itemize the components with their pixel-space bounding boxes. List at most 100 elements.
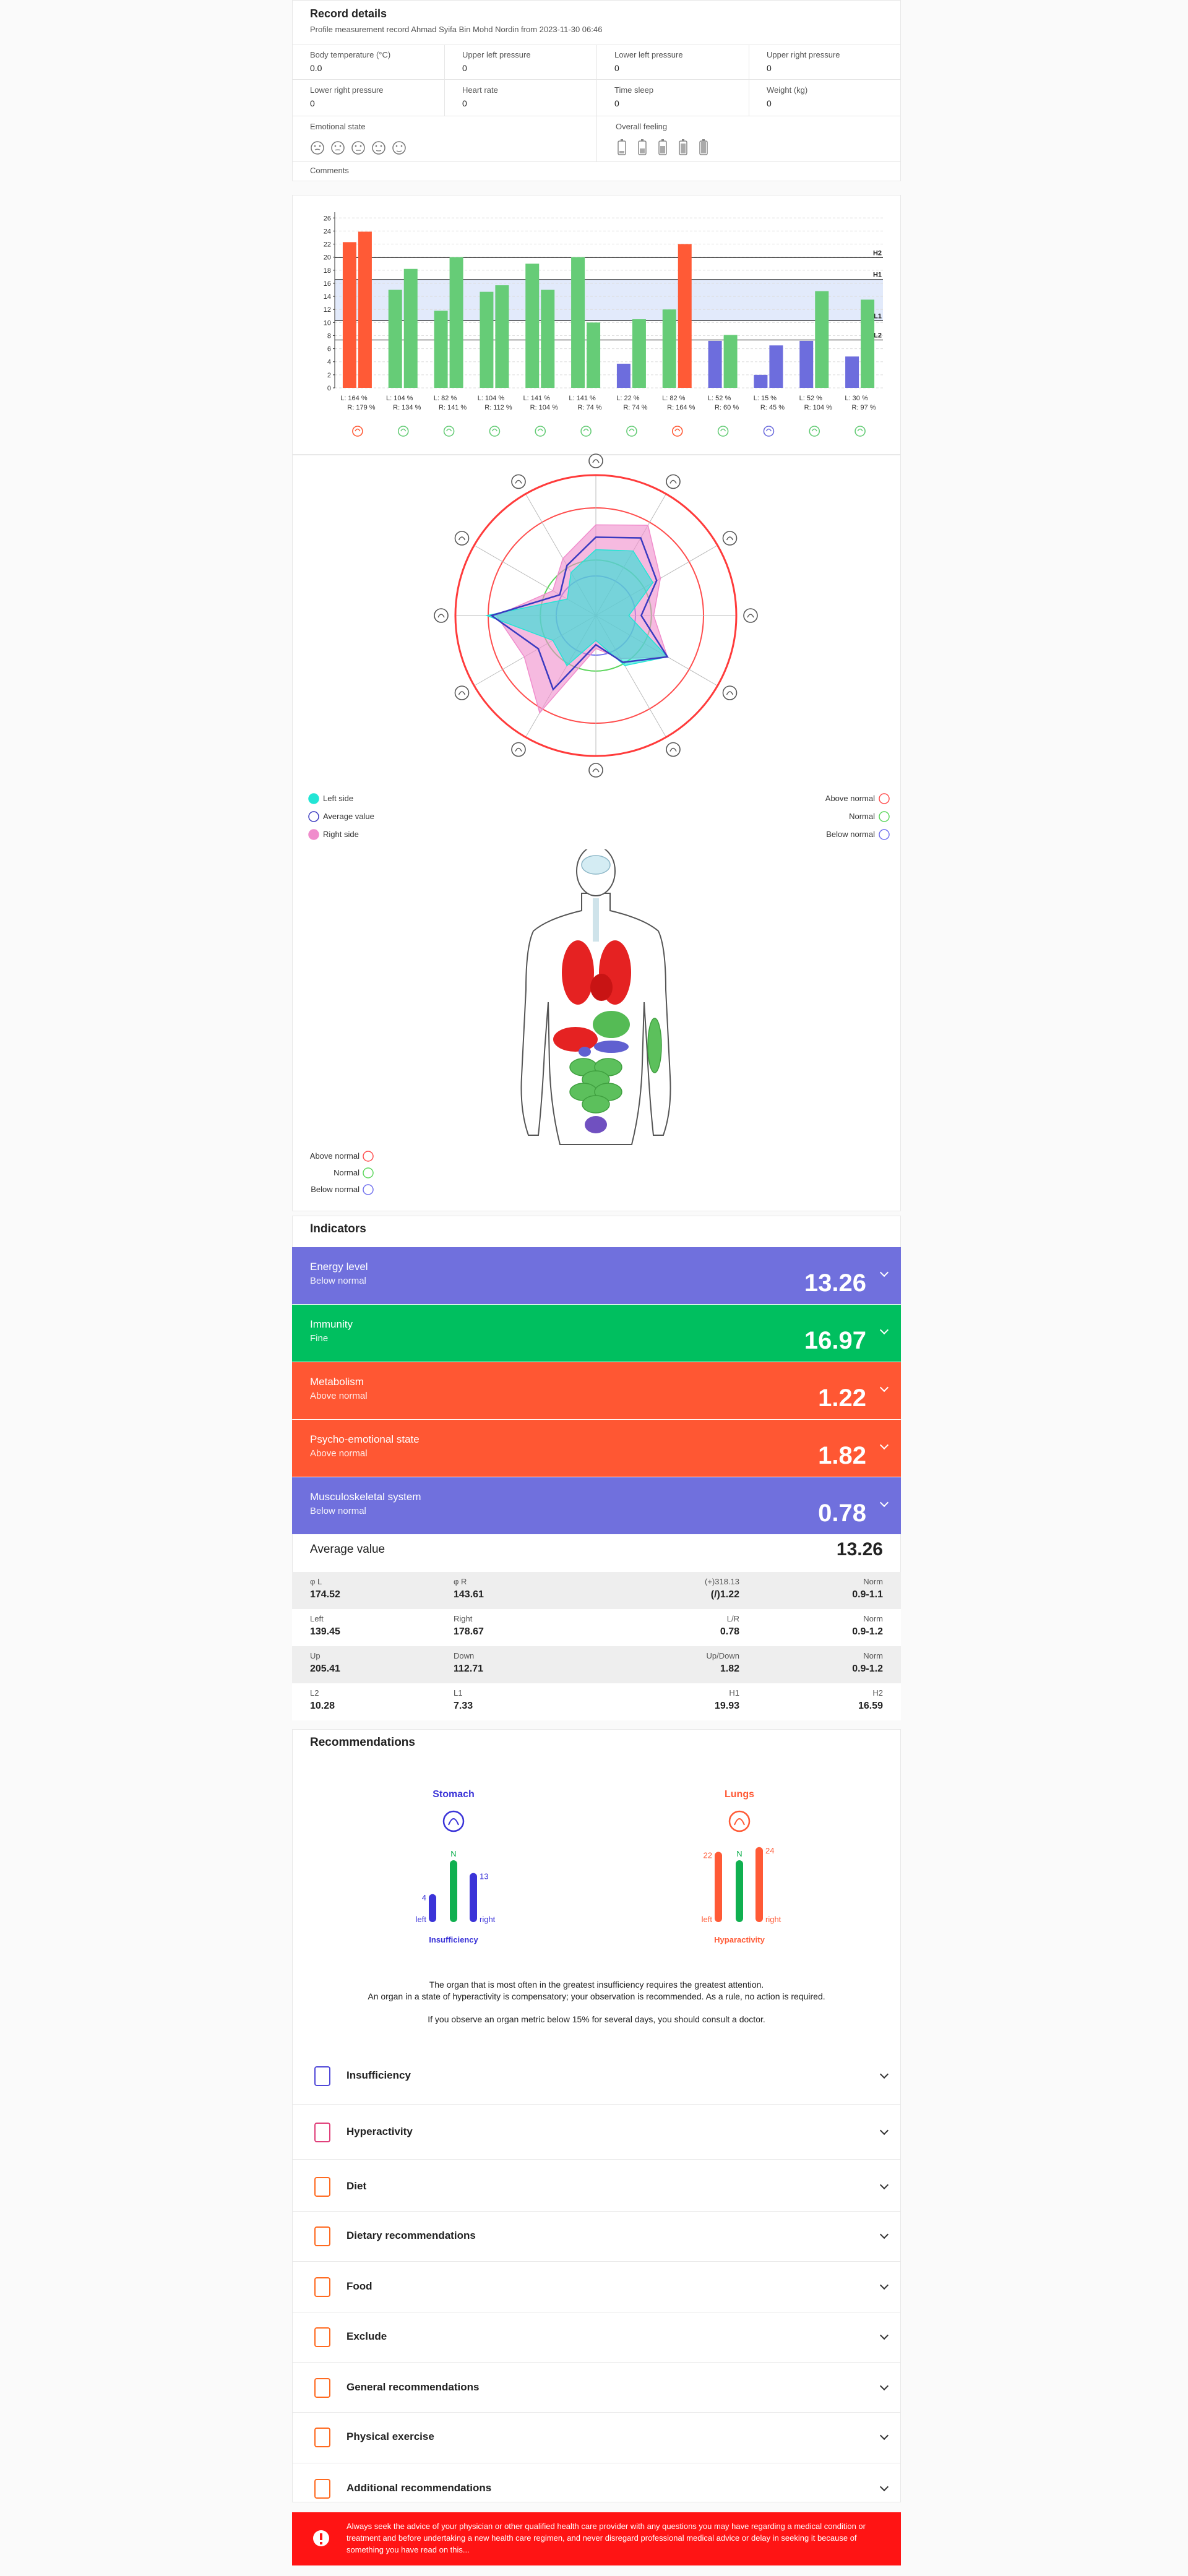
divider: [292, 2412, 901, 2413]
field-label: Upper right pressure: [767, 50, 840, 59]
pancreas: [594, 1041, 629, 1053]
organ-icon: [671, 426, 683, 437]
organ-icon: [588, 453, 603, 468]
organ-icon: [454, 685, 470, 700]
field-label: Body temperature (°C): [310, 50, 391, 59]
indicator-name: Musculoskeletal system: [310, 1491, 421, 1503]
organ-bar: [429, 1894, 436, 1922]
face-eye: [339, 145, 342, 147]
table-value: 0.9-1.2: [852, 1664, 883, 1674]
indicator-row[interactable]: [292, 1247, 901, 1304]
bar: [480, 291, 494, 388]
legend-label: Below normal: [826, 830, 875, 839]
field-label: Weight (kg): [767, 85, 808, 95]
indicator-value: 16.97: [804, 1327, 866, 1354]
table-label: L1: [454, 1688, 463, 1698]
indicator-row[interactable]: [292, 1362, 901, 1419]
organ-icon: [442, 1810, 465, 1832]
indicator-name: Immunity: [310, 1318, 353, 1330]
indicator-row[interactable]: [292, 1420, 901, 1477]
norm-bar: [736, 1860, 743, 1922]
organ-icon-detail: [629, 428, 635, 432]
x-tick-label: R: 45 %: [760, 404, 785, 411]
section-title: Food: [346, 2280, 372, 2292]
section-title: Additional recommendations: [346, 2482, 492, 2494]
brain: [581, 855, 611, 875]
field-label: Time sleep: [614, 85, 654, 95]
indicator-name: Metabolism: [310, 1376, 364, 1388]
bar: [708, 340, 722, 388]
organ-icon-detail: [765, 428, 772, 432]
y-tick-label: 16: [324, 280, 331, 288]
face-eye: [359, 145, 362, 147]
table-label: H2: [872, 1688, 883, 1698]
divider: [444, 45, 445, 116]
table-value: 10.28: [310, 1701, 335, 1711]
bar: [495, 285, 509, 388]
legend-swatch: [308, 811, 319, 822]
section-row[interactable]: [292, 2268, 901, 2305]
organ-icon-detail: [669, 479, 677, 484]
indicator-value: 1.82: [818, 1442, 866, 1469]
bar: [449, 257, 463, 388]
x-tick-label: L: 141 %: [523, 395, 551, 402]
organ-icon-detail: [592, 459, 600, 463]
organ-icon-detail: [811, 428, 817, 432]
section-row[interactable]: [292, 2168, 901, 2205]
legend-swatch: [363, 1151, 374, 1162]
bar-value: 13: [480, 1872, 488, 1881]
bar: [358, 231, 372, 388]
table-value: 174.52: [310, 1589, 340, 1600]
organ-icon: [443, 426, 455, 437]
section-icon: [314, 2378, 330, 2398]
recommendations-card: [292, 1729, 901, 2502]
organ-icon: [580, 426, 592, 437]
table-label: Down: [454, 1651, 475, 1660]
table-label: Up/Down: [706, 1651, 739, 1660]
indicator-status: Below normal: [310, 1276, 366, 1286]
radar-series: [489, 536, 669, 691]
indicator-row[interactable]: [292, 1305, 901, 1362]
organ-icon: [666, 742, 681, 757]
x-tick-label: R: 134 %: [393, 404, 421, 411]
bar: [769, 345, 783, 388]
organ-icon-detail: [734, 1818, 745, 1826]
organ-icon-detail: [583, 428, 589, 432]
divider: [596, 45, 597, 116]
x-tick-label: L: 82 %: [434, 395, 457, 402]
organ-icon-detail: [592, 768, 600, 773]
lung: [562, 940, 594, 1005]
reference-label: H2: [873, 249, 882, 257]
section-icon: [314, 2123, 330, 2142]
organ-bar: [470, 1873, 477, 1922]
x-tick-label: L: 30 %: [845, 395, 868, 402]
table-value: 0.78: [720, 1626, 739, 1637]
field-label: Upper left pressure: [462, 50, 531, 59]
bladder: [585, 1116, 607, 1133]
record-title: Record details: [310, 7, 387, 20]
battery-cap: [621, 139, 623, 141]
organ-icon: [722, 685, 738, 700]
organ-icon-detail: [515, 747, 522, 752]
table-row: [292, 1572, 901, 1609]
y-tick-label: 26: [324, 215, 331, 222]
organ-icon: [722, 531, 738, 546]
average-label: Average value: [310, 1543, 385, 1556]
organ-icon-detail: [437, 614, 445, 618]
face-eye: [334, 145, 337, 147]
table-value: 112.71: [454, 1664, 484, 1674]
table-label: Norm: [863, 1614, 883, 1623]
table-label: φ R: [454, 1577, 467, 1586]
field-value: 0: [767, 98, 772, 108]
battery-level: [619, 151, 624, 153]
legend-swatch: [879, 793, 890, 804]
table-label: L2: [310, 1688, 319, 1698]
bar: [632, 319, 646, 388]
face-icon: [392, 141, 406, 155]
indicator-row[interactable]: [292, 1477, 901, 1534]
section-title: Diet: [346, 2180, 367, 2192]
battery-level: [701, 141, 706, 153]
field-label: Overall feeling: [616, 122, 668, 131]
divider: [292, 2362, 901, 2363]
